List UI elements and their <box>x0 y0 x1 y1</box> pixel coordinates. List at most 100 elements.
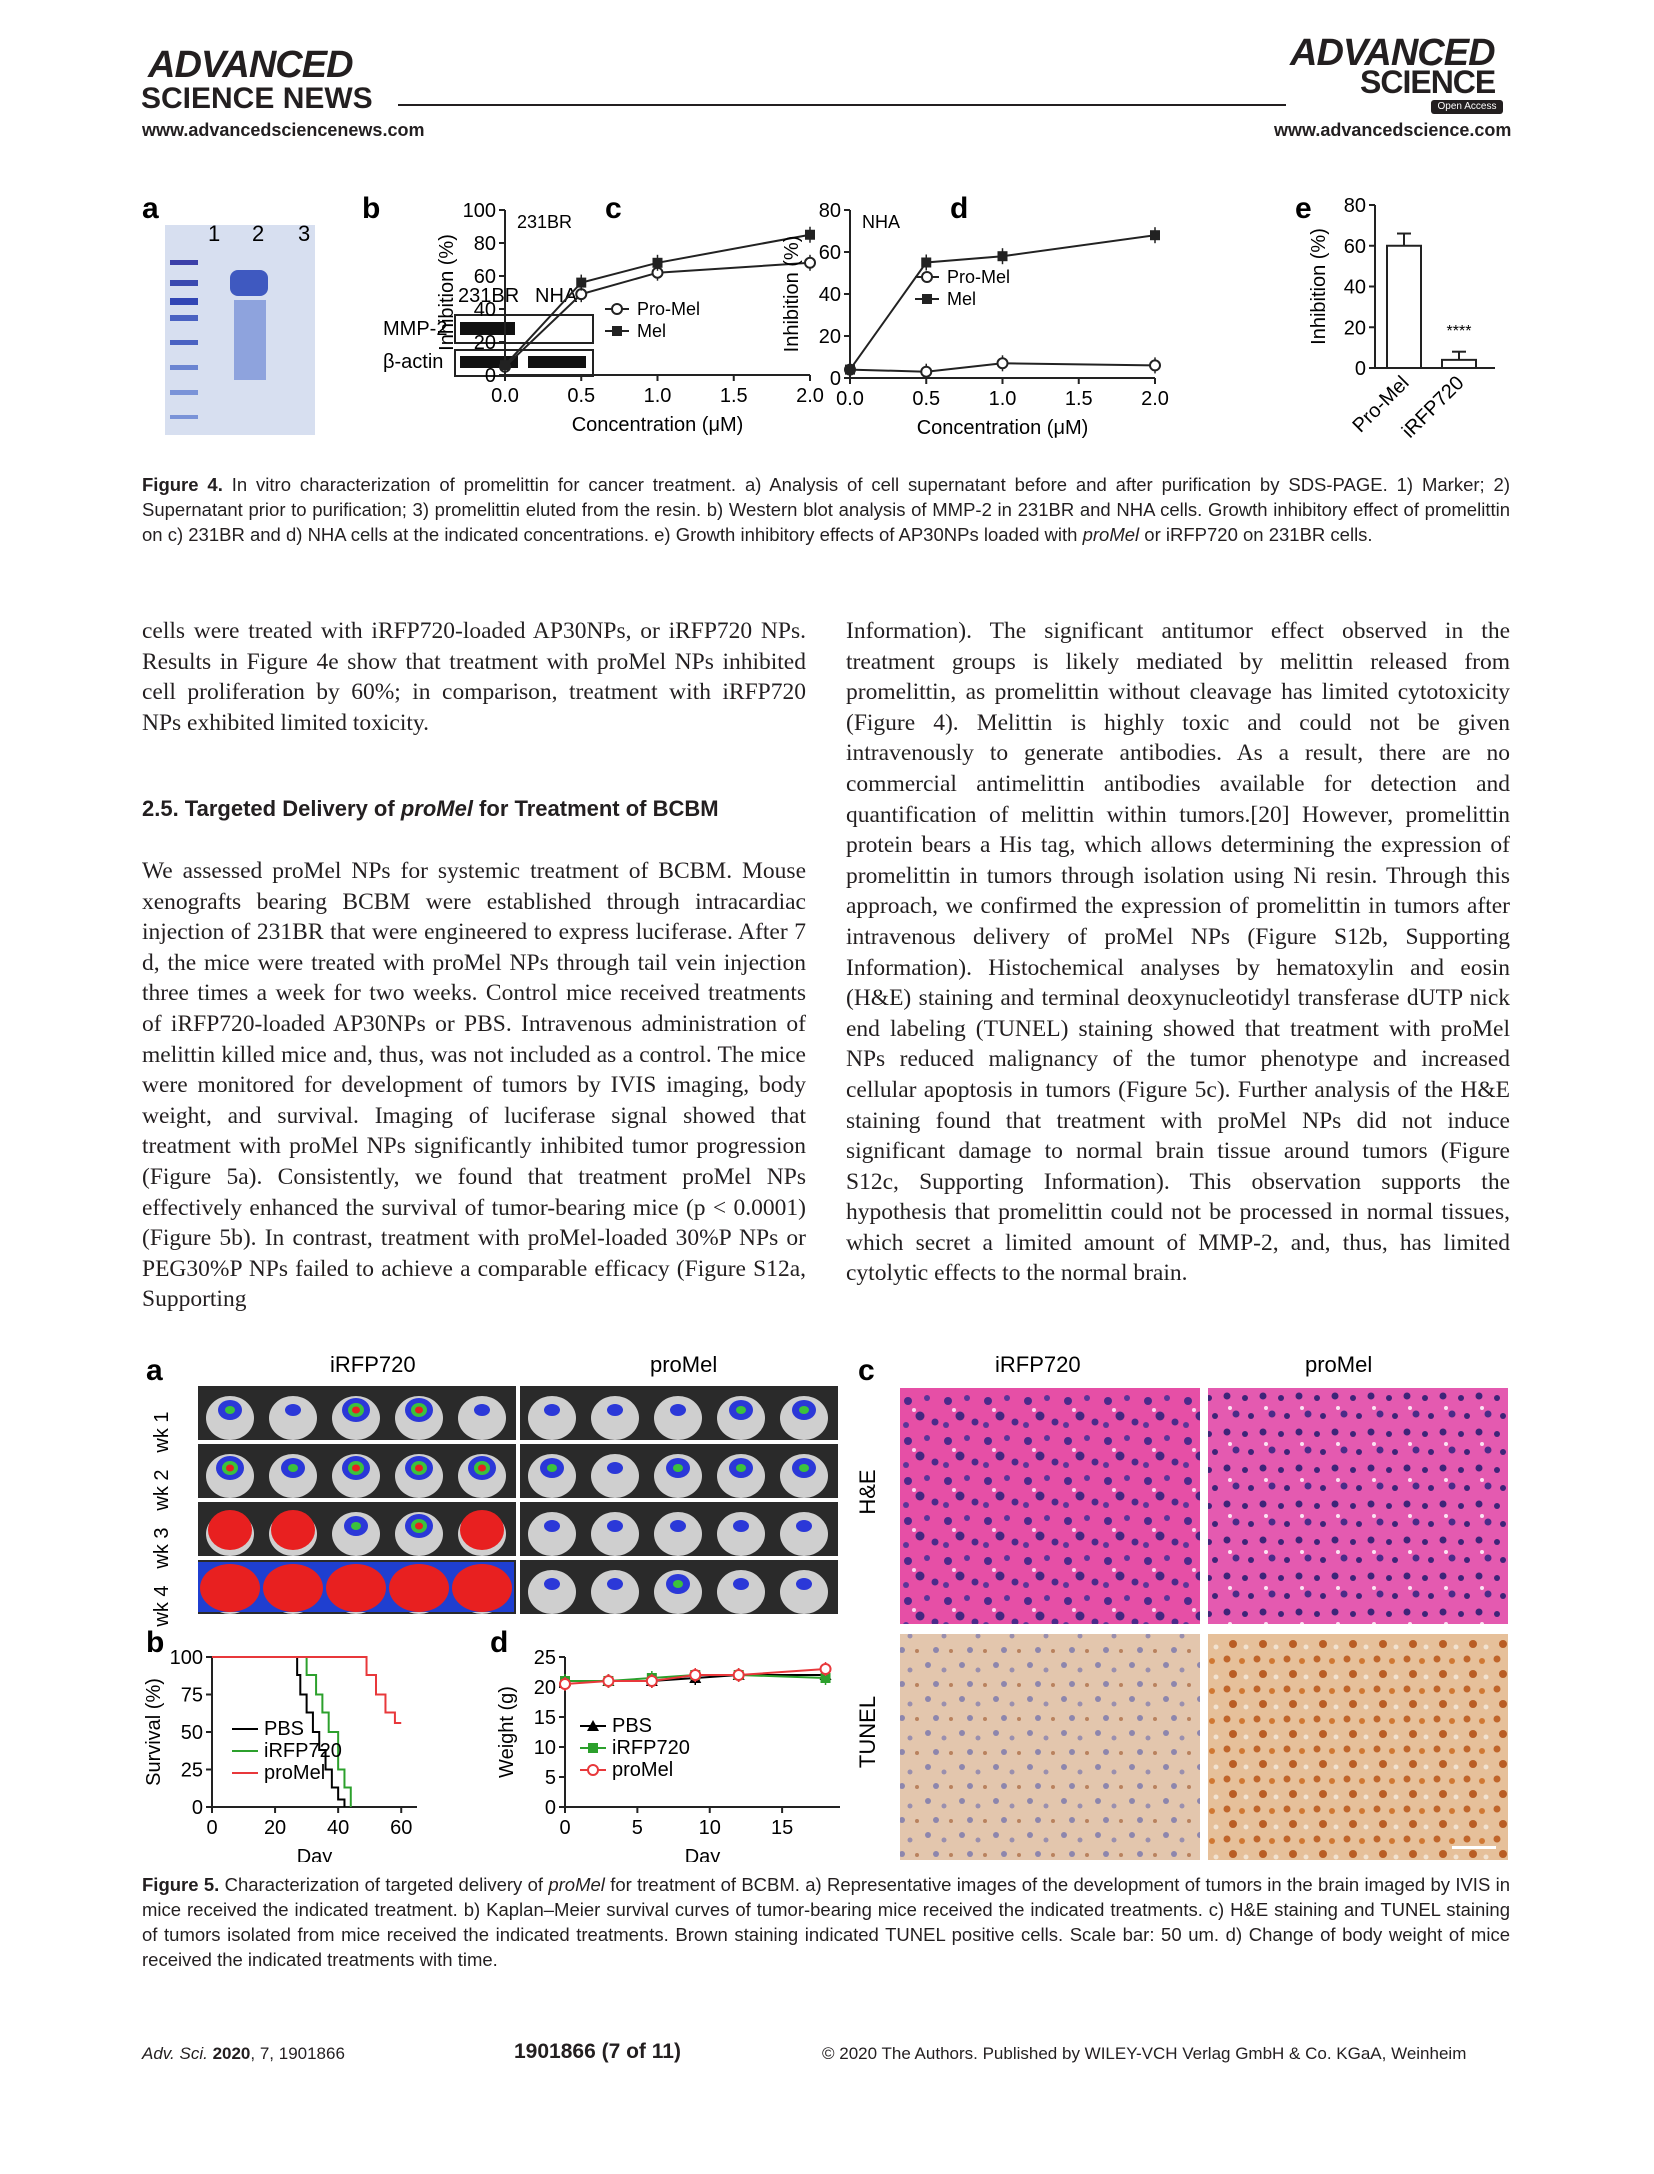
fig5d-point <box>689 1669 702 1681</box>
fig5d-legend-label: iRFP720 <box>612 1737 690 1759</box>
fig4c-legend-label: Pro-Mel <box>637 299 700 319</box>
fig4d-xtick: 1.5 <box>1065 388 1093 410</box>
fig4d-xtick: 0.0 <box>836 388 864 410</box>
tumor-signal <box>460 1510 504 1550</box>
svg-text:e: e <box>1295 192 1312 225</box>
fig4d-legend-marker <box>922 294 932 304</box>
footer-citation: Adv. Sci. 2020, 7, 1901866 <box>142 2044 345 2063</box>
body-right-para: Information). The significant antitumor … <box>846 618 1510 1287</box>
fig4d-point <box>920 365 933 378</box>
he-promel-image <box>1208 1388 1508 1624</box>
fig5a-letter: a <box>146 1354 163 1387</box>
mouse-body <box>654 1512 702 1556</box>
fig5d-point <box>820 1673 831 1683</box>
fig4d-xtick: 0.5 <box>912 388 940 410</box>
mouse-body <box>458 1396 506 1440</box>
fig4c-ytick: 0 <box>485 365 496 387</box>
fig5d-point <box>819 1663 832 1675</box>
wb-row-mmp2: MMP-2 <box>383 318 447 340</box>
fig4c-legend-marker <box>612 326 622 336</box>
fig5b-xtick: 40 <box>327 1817 349 1839</box>
right-url[interactable]: www.advancedscience.com <box>1274 120 1512 140</box>
fig4b-letter: b <box>362 192 380 225</box>
mouse-body <box>591 1512 639 1556</box>
fig5d-point <box>732 1669 745 1681</box>
fig5d-xtick: 15 <box>771 1817 793 1839</box>
fig5d-legend-marker <box>587 1720 599 1731</box>
tumor-signal <box>607 1520 623 1532</box>
tumor-signal <box>796 1520 812 1532</box>
fig4d-legend-label: Mel <box>947 289 976 309</box>
mouse-body <box>654 1396 702 1440</box>
fig4c-ytick: 40 <box>474 299 496 321</box>
fig4d-ytick: 0 <box>830 368 841 390</box>
tumor-signal <box>200 1564 260 1612</box>
fig4d-xlabel: Concentration (μM) <box>917 417 1089 439</box>
tumor-signal <box>736 1406 746 1414</box>
tunel-promel-image <box>1208 1634 1508 1860</box>
mouse-body <box>591 1454 639 1498</box>
figure5: a iRFP720 proMel wk 1 wk 2 wk 3 wk 4 b 0… <box>143 1352 1508 1862</box>
fig5d-xtick: 5 <box>632 1817 643 1839</box>
figure4-caption: Figure 4. In vitro characterization of p… <box>142 472 1510 547</box>
fig4d-series-line <box>849 234 1156 371</box>
tumor-signal <box>544 1520 560 1532</box>
fig5b-series-line <box>212 1656 352 1807</box>
fig4c-ytick: 80 <box>474 233 496 255</box>
mouse-body <box>717 1570 765 1614</box>
tumor-signal <box>673 1580 683 1588</box>
header-rule <box>398 104 1286 106</box>
fig4c-point <box>804 256 816 269</box>
fig4d-ytick: 40 <box>819 284 841 306</box>
tumor-signal <box>547 1464 557 1472</box>
tumor-signal <box>352 1464 360 1472</box>
tumor-signal <box>389 1564 449 1612</box>
fig5a-row-wk4: wk 4 <box>151 1585 173 1627</box>
wb-row-bactin: β-actin <box>383 351 443 373</box>
fig4d-ytick: 20 <box>819 326 841 348</box>
section-heading: 2.5. Targeted Delivery of proMel for Tre… <box>142 796 719 821</box>
body-left-para-1: cells were treated with iRFP720-loaded A… <box>142 618 806 736</box>
fig5b-ylabel: Survival (%) <box>143 1678 165 1786</box>
fig5c-col-irfp720: iRFP720 <box>995 1352 1081 1377</box>
figure5-caption: Figure 5. Characterization of targeted d… <box>142 1874 1510 1970</box>
fig4d-ytick: 80 <box>819 200 841 222</box>
gel-lane-2: 2 <box>252 221 264 246</box>
fig5b-xtick: 0 <box>206 1817 217 1839</box>
tumor-signal <box>607 1578 623 1590</box>
mouse-body <box>780 1570 828 1614</box>
tumor-signal <box>796 1578 812 1590</box>
fig4d-xtick: 1.0 <box>989 388 1017 410</box>
fig5d-series-line <box>564 1668 826 1685</box>
fig4e-ytick: 20 <box>1344 317 1366 339</box>
svg-text:c: c <box>605 192 622 225</box>
tumor-signal <box>799 1406 809 1414</box>
journal-logo-left-line1: ADVANCED <box>148 44 354 86</box>
fig4d-point <box>845 364 855 375</box>
left-url[interactable]: www.advancedsciencenews.com <box>142 120 425 140</box>
tumor-signal <box>799 1464 809 1472</box>
fig5d-ytick: 20 <box>534 1677 556 1699</box>
fig4c-ytick: 20 <box>474 332 496 354</box>
fig4c-ylabel: Inhibition (%) <box>436 234 458 351</box>
fig5d-legend-label: proMel <box>612 1759 673 1781</box>
fig4d-series-line <box>849 362 1156 373</box>
fig5a-col-irfp720: iRFP720 <box>330 1352 416 1377</box>
tumor-signal <box>288 1464 298 1472</box>
fig4c-point <box>805 229 815 240</box>
fig5d-ytick: 15 <box>534 1707 556 1729</box>
fig5b-legend-label: proMel <box>264 1762 325 1784</box>
fig4c-xtick: 0.0 <box>491 385 519 407</box>
fig5d-legend-label: PBS <box>612 1715 652 1737</box>
tumor-signal <box>226 1464 234 1472</box>
journal-logo-right-line1: ADVANCED <box>1290 32 1496 74</box>
mouse-body <box>528 1570 576 1614</box>
fig4c-legend-marker <box>611 303 623 315</box>
figure4: a 1 2 3 b 231BR NHA MMP-2 β-actin c 0 20 4… <box>142 192 1495 443</box>
tumor-signal <box>474 1404 490 1416</box>
fig5b-legend-label: iRFP720 <box>264 1740 342 1762</box>
mouse-body <box>528 1396 576 1440</box>
fig5d-point <box>559 1678 571 1690</box>
fig4-caption-tail: or iRFP720 on 231BR cells. <box>1139 524 1373 545</box>
